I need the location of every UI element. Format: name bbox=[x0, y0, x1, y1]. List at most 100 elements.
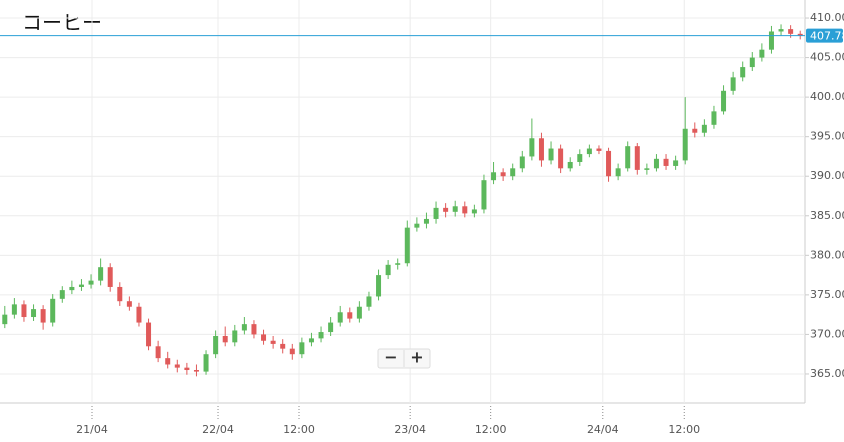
zoom-in-button[interactable]: + bbox=[410, 348, 423, 367]
candle-body bbox=[337, 312, 343, 323]
candle-body bbox=[261, 334, 267, 341]
zoom-out-button[interactable]: − bbox=[384, 348, 397, 367]
candle-body bbox=[203, 354, 209, 372]
candle-body bbox=[184, 367, 190, 371]
candle-body bbox=[347, 312, 353, 319]
y-tick-label: 395.00 bbox=[810, 130, 844, 143]
candle-body bbox=[433, 207, 439, 219]
candle-body bbox=[241, 324, 247, 331]
candle-body bbox=[356, 306, 362, 319]
candle-body bbox=[634, 146, 640, 170]
y-tick-label: 365.00 bbox=[810, 367, 844, 380]
chart-title: コーヒー bbox=[22, 11, 102, 35]
candle-body bbox=[682, 128, 688, 161]
candle-body bbox=[59, 290, 65, 299]
candle-body bbox=[768, 31, 774, 50]
candle-body bbox=[567, 161, 573, 169]
y-tick-label: 385.00 bbox=[810, 209, 844, 222]
candle-body bbox=[193, 370, 199, 372]
x-tick-label: 22/04 bbox=[202, 423, 234, 436]
candle-body bbox=[155, 346, 161, 359]
candle-body bbox=[759, 49, 765, 58]
candle-body bbox=[625, 146, 631, 169]
candle-body bbox=[491, 172, 497, 181]
candle-body bbox=[663, 158, 669, 166]
candle-body bbox=[529, 138, 535, 157]
candle-body bbox=[270, 340, 276, 344]
candle-body bbox=[414, 223, 420, 228]
candle-body bbox=[318, 332, 324, 339]
candle-body bbox=[308, 338, 314, 343]
candle-body bbox=[519, 156, 525, 169]
candle-body bbox=[213, 336, 219, 355]
candle-body bbox=[481, 180, 487, 210]
candle-body bbox=[462, 206, 468, 214]
candle-body bbox=[117, 286, 123, 302]
y-tick-label: 410.00 bbox=[810, 11, 844, 24]
candle-body bbox=[721, 90, 727, 112]
candle-body bbox=[538, 138, 544, 161]
y-tick-label: 375.00 bbox=[810, 288, 844, 301]
candle-body bbox=[788, 29, 794, 34]
candle-body bbox=[711, 111, 717, 125]
candle-body bbox=[31, 309, 37, 318]
candle-body bbox=[136, 306, 142, 323]
candle-body bbox=[653, 158, 659, 169]
candle-body bbox=[11, 304, 17, 315]
candle-body bbox=[749, 57, 755, 68]
candle-body bbox=[778, 29, 784, 32]
x-tick-label: 23/04 bbox=[394, 423, 426, 436]
candle-body bbox=[452, 206, 458, 212]
candle-body bbox=[510, 168, 516, 177]
x-tick-label: 12:00 bbox=[475, 423, 507, 436]
candle-body bbox=[366, 296, 372, 307]
candle-body bbox=[78, 284, 84, 287]
candle-body bbox=[740, 67, 746, 78]
candle-body bbox=[280, 343, 286, 349]
zoom-controls: − + bbox=[377, 348, 431, 369]
candle-body bbox=[21, 304, 27, 318]
candle-body bbox=[692, 128, 698, 133]
candle-body bbox=[797, 33, 803, 36]
candle-body bbox=[165, 358, 171, 365]
candle-body bbox=[730, 77, 736, 91]
candle-body bbox=[471, 209, 477, 214]
candle-body bbox=[376, 275, 382, 297]
candle-body bbox=[500, 172, 506, 177]
candle-body bbox=[126, 301, 132, 307]
candle-body bbox=[395, 263, 401, 265]
candle-body bbox=[69, 286, 75, 291]
x-tick-label: 21/04 bbox=[76, 423, 108, 436]
candle-body bbox=[289, 348, 295, 355]
candle-body bbox=[2, 314, 8, 325]
candle-body bbox=[644, 168, 650, 170]
candle-body bbox=[548, 148, 554, 161]
candle-body bbox=[146, 322, 152, 347]
x-tick-label: 12:00 bbox=[283, 423, 315, 436]
candle-body bbox=[40, 309, 46, 323]
candle-body bbox=[404, 227, 410, 264]
candle-body bbox=[701, 124, 707, 133]
candle-body bbox=[558, 148, 564, 169]
candle-body bbox=[606, 150, 612, 177]
candle-body bbox=[596, 148, 602, 151]
candle-body bbox=[586, 148, 592, 155]
candle-body bbox=[251, 324, 257, 335]
candle-body bbox=[107, 267, 113, 287]
candle-body bbox=[232, 330, 238, 343]
candle-body bbox=[615, 168, 621, 177]
candle-body bbox=[98, 267, 104, 281]
candle-body bbox=[577, 154, 583, 162]
candle-body bbox=[174, 364, 180, 368]
candle-body bbox=[328, 322, 334, 333]
candle-body bbox=[50, 298, 56, 323]
x-tick-label: 24/04 bbox=[587, 423, 619, 436]
y-tick-label: 405.00 bbox=[810, 51, 844, 64]
candle-body bbox=[423, 218, 429, 224]
x-tick-label: 12:00 bbox=[668, 423, 700, 436]
candle-body bbox=[222, 336, 228, 343]
candle-body bbox=[299, 342, 305, 355]
y-tick-label: 390.00 bbox=[810, 169, 844, 182]
